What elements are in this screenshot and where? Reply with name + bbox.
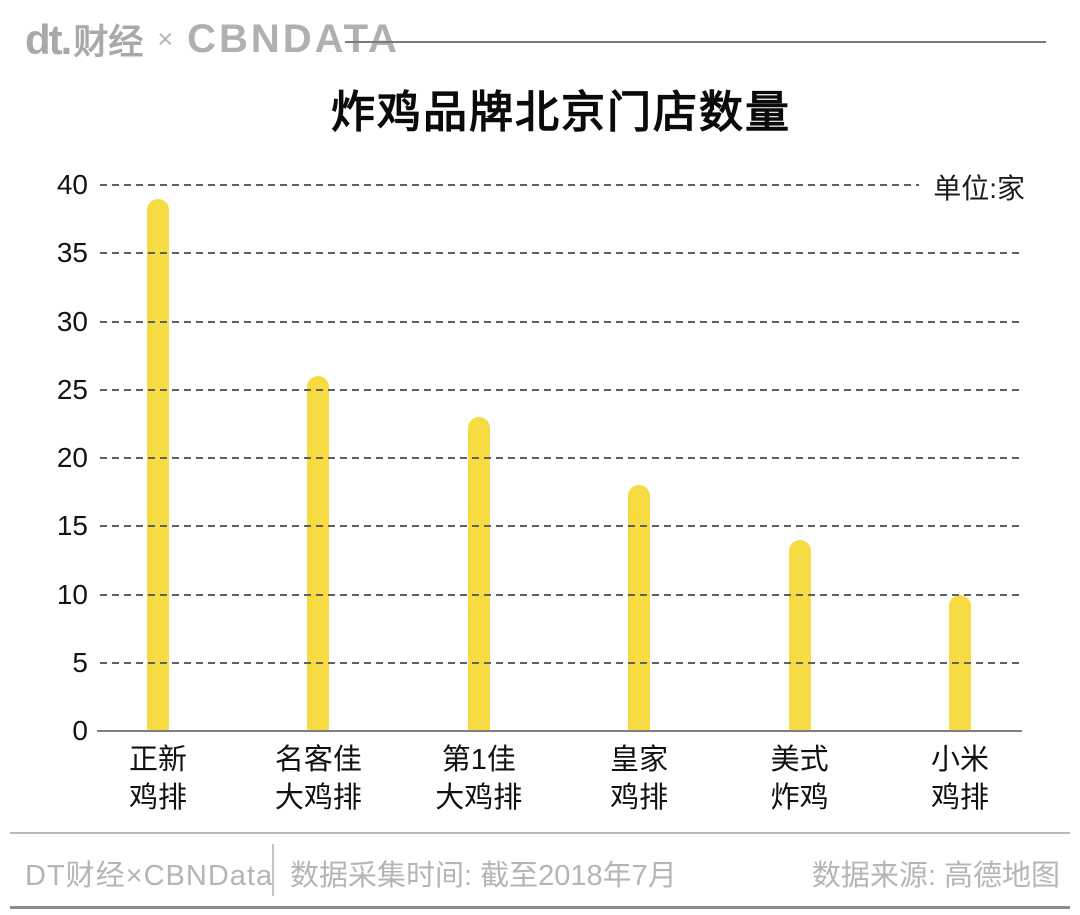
gridline-y15 — [100, 525, 1022, 528]
footer-vertical-separator — [272, 844, 274, 896]
x-axis-line — [97, 730, 1022, 732]
x-category-label: 第1佳 大鸡排 — [435, 744, 523, 814]
x-category-label: 正新 鸡排 — [128, 744, 187, 814]
gridline-y40 — [100, 184, 1022, 186]
gridline-y20 — [100, 457, 1022, 459]
footer-top-divider — [10, 832, 1070, 834]
header-divider-line — [345, 41, 1046, 43]
dt-logo-caijing: 财经 — [73, 23, 144, 62]
x-category-label: 小米 鸡排 — [930, 744, 989, 814]
cbndata-logo: CBNDATA — [187, 17, 400, 61]
bar-5 — [788, 539, 811, 731]
bar-4 — [628, 485, 651, 731]
y-tick-label: 10 — [56, 578, 88, 610]
gridline-y25 — [100, 388, 1022, 391]
bar-3 — [467, 417, 490, 731]
y-tick-label: 35 — [56, 237, 88, 269]
footer-bottom-divider — [10, 906, 1070, 909]
data-collection-time: 数据采集时间: 截至2018年7月 — [290, 860, 677, 892]
y-tick-label: 30 — [56, 305, 88, 337]
gridline-y35 — [100, 252, 1022, 255]
gridline-y5 — [100, 661, 1022, 664]
y-tick-label: 15 — [56, 510, 88, 542]
multiply-sign-icon: × — [157, 24, 174, 54]
dt-cbndata-logo: dt. 财经 × CBNDATA — [25, 14, 400, 65]
bar-1 — [147, 198, 169, 731]
data-source: 数据来源: 高德地图 — [811, 860, 1060, 892]
y-tick-label: 40 — [56, 169, 88, 200]
chart-title: 炸鸡品牌北京门店数量 — [331, 88, 791, 137]
gridline-y30 — [100, 320, 1022, 323]
gridline-y10 — [100, 593, 1022, 596]
y-tick-label: 0 — [72, 715, 88, 746]
unit-label: 单位:家 — [919, 167, 1025, 207]
x-category-label: 美式 炸鸡 — [770, 744, 829, 814]
y-tick-label: 5 — [72, 646, 88, 678]
x-category-label: 名客佳 大鸡排 — [274, 744, 362, 814]
y-tick-label: 20 — [56, 442, 88, 473]
bar-2 — [307, 376, 330, 731]
dt-logo-mark: dt. — [25, 15, 72, 63]
footer-credit: DT财经×CBNData — [25, 860, 274, 892]
y-tick-label: 25 — [56, 373, 88, 405]
x-category-label: 皇家 鸡排 — [610, 744, 669, 814]
